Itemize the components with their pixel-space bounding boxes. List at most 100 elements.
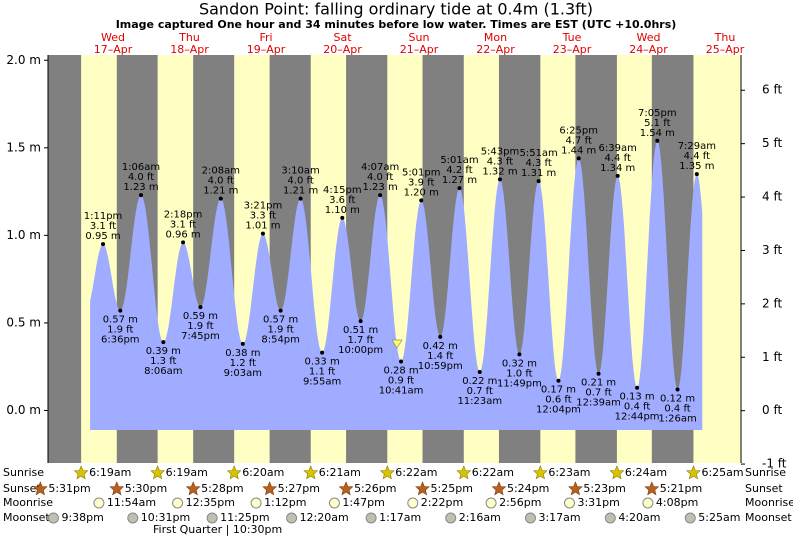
astro-time: 1:12pm [264, 496, 306, 509]
moonset-icon [127, 512, 139, 524]
extreme-label: 12:44pm [615, 412, 660, 423]
astro-time: 6:19am [89, 466, 131, 479]
sunset-icon [185, 481, 201, 496]
extreme-label: 0.96 m [165, 229, 200, 240]
date-label: 17–Apr [94, 43, 133, 56]
extreme-label: 7:29am [678, 141, 716, 152]
astro-time: 5:31pm [48, 482, 90, 495]
extreme-label: 5:51am [519, 148, 557, 159]
extreme-label: 4.0 ft [367, 172, 393, 183]
extreme-label: 1.10 m [325, 205, 360, 216]
extreme-dot [399, 359, 404, 364]
moonrise-icon [172, 497, 184, 509]
extreme-label: 4.0 ft [208, 176, 234, 187]
moonrise-icon [642, 497, 654, 509]
extreme-dot [340, 215, 345, 220]
y2-tick-label: 1 ft [762, 350, 782, 364]
astro-time: 6:22am [395, 466, 437, 479]
extreme-label: 5:01am [440, 155, 478, 166]
day-label: Sun [409, 31, 430, 44]
extreme-dot [615, 173, 620, 178]
date-label: 23–Apr [553, 43, 592, 56]
extreme-label: 4.0 ft [287, 176, 313, 187]
extreme-label: 3.3 ft [250, 211, 276, 222]
day-label: Thu [714, 31, 736, 44]
moonset-icon [47, 512, 59, 524]
extreme-label: 1.23 m [363, 182, 398, 193]
extreme-label: 0.28 m [383, 365, 418, 376]
extreme-label: 0.51 m [343, 325, 378, 336]
moonset-icon [445, 512, 457, 524]
extreme-label: 1.20 m [404, 187, 439, 198]
sunrise-icon [609, 465, 625, 480]
day-label: Wed [637, 31, 661, 44]
moonset-icon [206, 512, 218, 524]
extreme-dot [497, 177, 502, 182]
extreme-label: 3:21pm [244, 201, 283, 212]
astro-time: 5:28pm [201, 482, 243, 495]
date-label: 21–Apr [400, 43, 439, 56]
extreme-label: 0.57 m [103, 315, 138, 326]
astro-time: 6:20am [242, 466, 284, 479]
extreme-dot [655, 138, 660, 143]
extreme-label: 4.4 ft [684, 151, 710, 162]
extreme-label: 5:43pm [481, 146, 520, 157]
moonrise-icon [93, 497, 105, 509]
moonrise-icon [250, 497, 262, 509]
extreme-label: 4.4 ft [605, 153, 631, 164]
extreme-dot [635, 385, 640, 390]
day-label: Wed [101, 31, 125, 44]
astro-time: 3:17am [538, 511, 580, 524]
extreme-label: 1.3 ft [150, 356, 176, 367]
extreme-label: 0.57 m [263, 315, 298, 326]
day-label: Tue [562, 31, 582, 44]
astro-time: 2:16am [459, 511, 501, 524]
astro-time: 1:47pm [342, 496, 384, 509]
extreme-label: 1.0 ft [506, 368, 532, 379]
extreme-label: 1:06am [122, 162, 160, 173]
moonset-icon [604, 512, 616, 524]
extreme-dot [218, 196, 223, 201]
astro-time: 6:22am [472, 466, 514, 479]
extreme-label: 1.9 ft [267, 325, 293, 336]
extreme-label: 1.1 ft [309, 367, 335, 378]
day-label: Fri [259, 31, 272, 44]
sunset-icon [338, 481, 354, 496]
extreme-label: 5.1 ft [644, 118, 670, 129]
extreme-dot [181, 240, 186, 245]
y-tick-label: 1.5 m [6, 140, 41, 154]
astro-time: 10:31pm [141, 511, 190, 524]
extreme-label: 0.38 m [225, 348, 260, 359]
row-label: Moonrise [3, 496, 53, 509]
extreme-dot [139, 193, 144, 198]
y-tick-label: 2.0 m [6, 53, 41, 67]
row-label-right: Moonset [745, 511, 792, 524]
y-tick-label: 0.0 m [6, 403, 41, 417]
astro-time: 4:08pm [656, 496, 698, 509]
extreme-label: 2:18pm [164, 209, 203, 220]
extreme-label: 0.12 m [660, 393, 695, 404]
extreme-label: 5:01pm [402, 167, 441, 178]
sunrise-icon [379, 465, 395, 480]
row-label: Sunrise [3, 466, 44, 479]
sunrise-icon [456, 465, 472, 480]
day-label: Thu [178, 31, 200, 44]
chart-title: Sandon Point: falling ordinary tide at 0… [199, 0, 593, 19]
extreme-label: 0.21 m [581, 378, 616, 389]
astro-time: 5:23pm [583, 482, 625, 495]
extreme-dot [118, 308, 123, 313]
extreme-dot [477, 369, 482, 374]
y-tick-label: 0.5 m [6, 315, 41, 329]
y2-tick-label: 5 ft [762, 136, 782, 150]
extreme-label: 0.42 m [423, 341, 458, 352]
row-label-right: Sunset [745, 482, 783, 495]
moonrise-icon [407, 497, 419, 509]
extreme-label: 0.4 ft [664, 403, 690, 414]
moonset-icon [684, 512, 696, 524]
sunset-icon [491, 481, 507, 496]
sunset-icon [568, 481, 583, 496]
astro-time: 6:19am [166, 466, 208, 479]
extreme-label: 1.01 m [245, 221, 280, 232]
astro-time: 11:54am [107, 496, 156, 509]
sunrise-icon [150, 465, 166, 480]
